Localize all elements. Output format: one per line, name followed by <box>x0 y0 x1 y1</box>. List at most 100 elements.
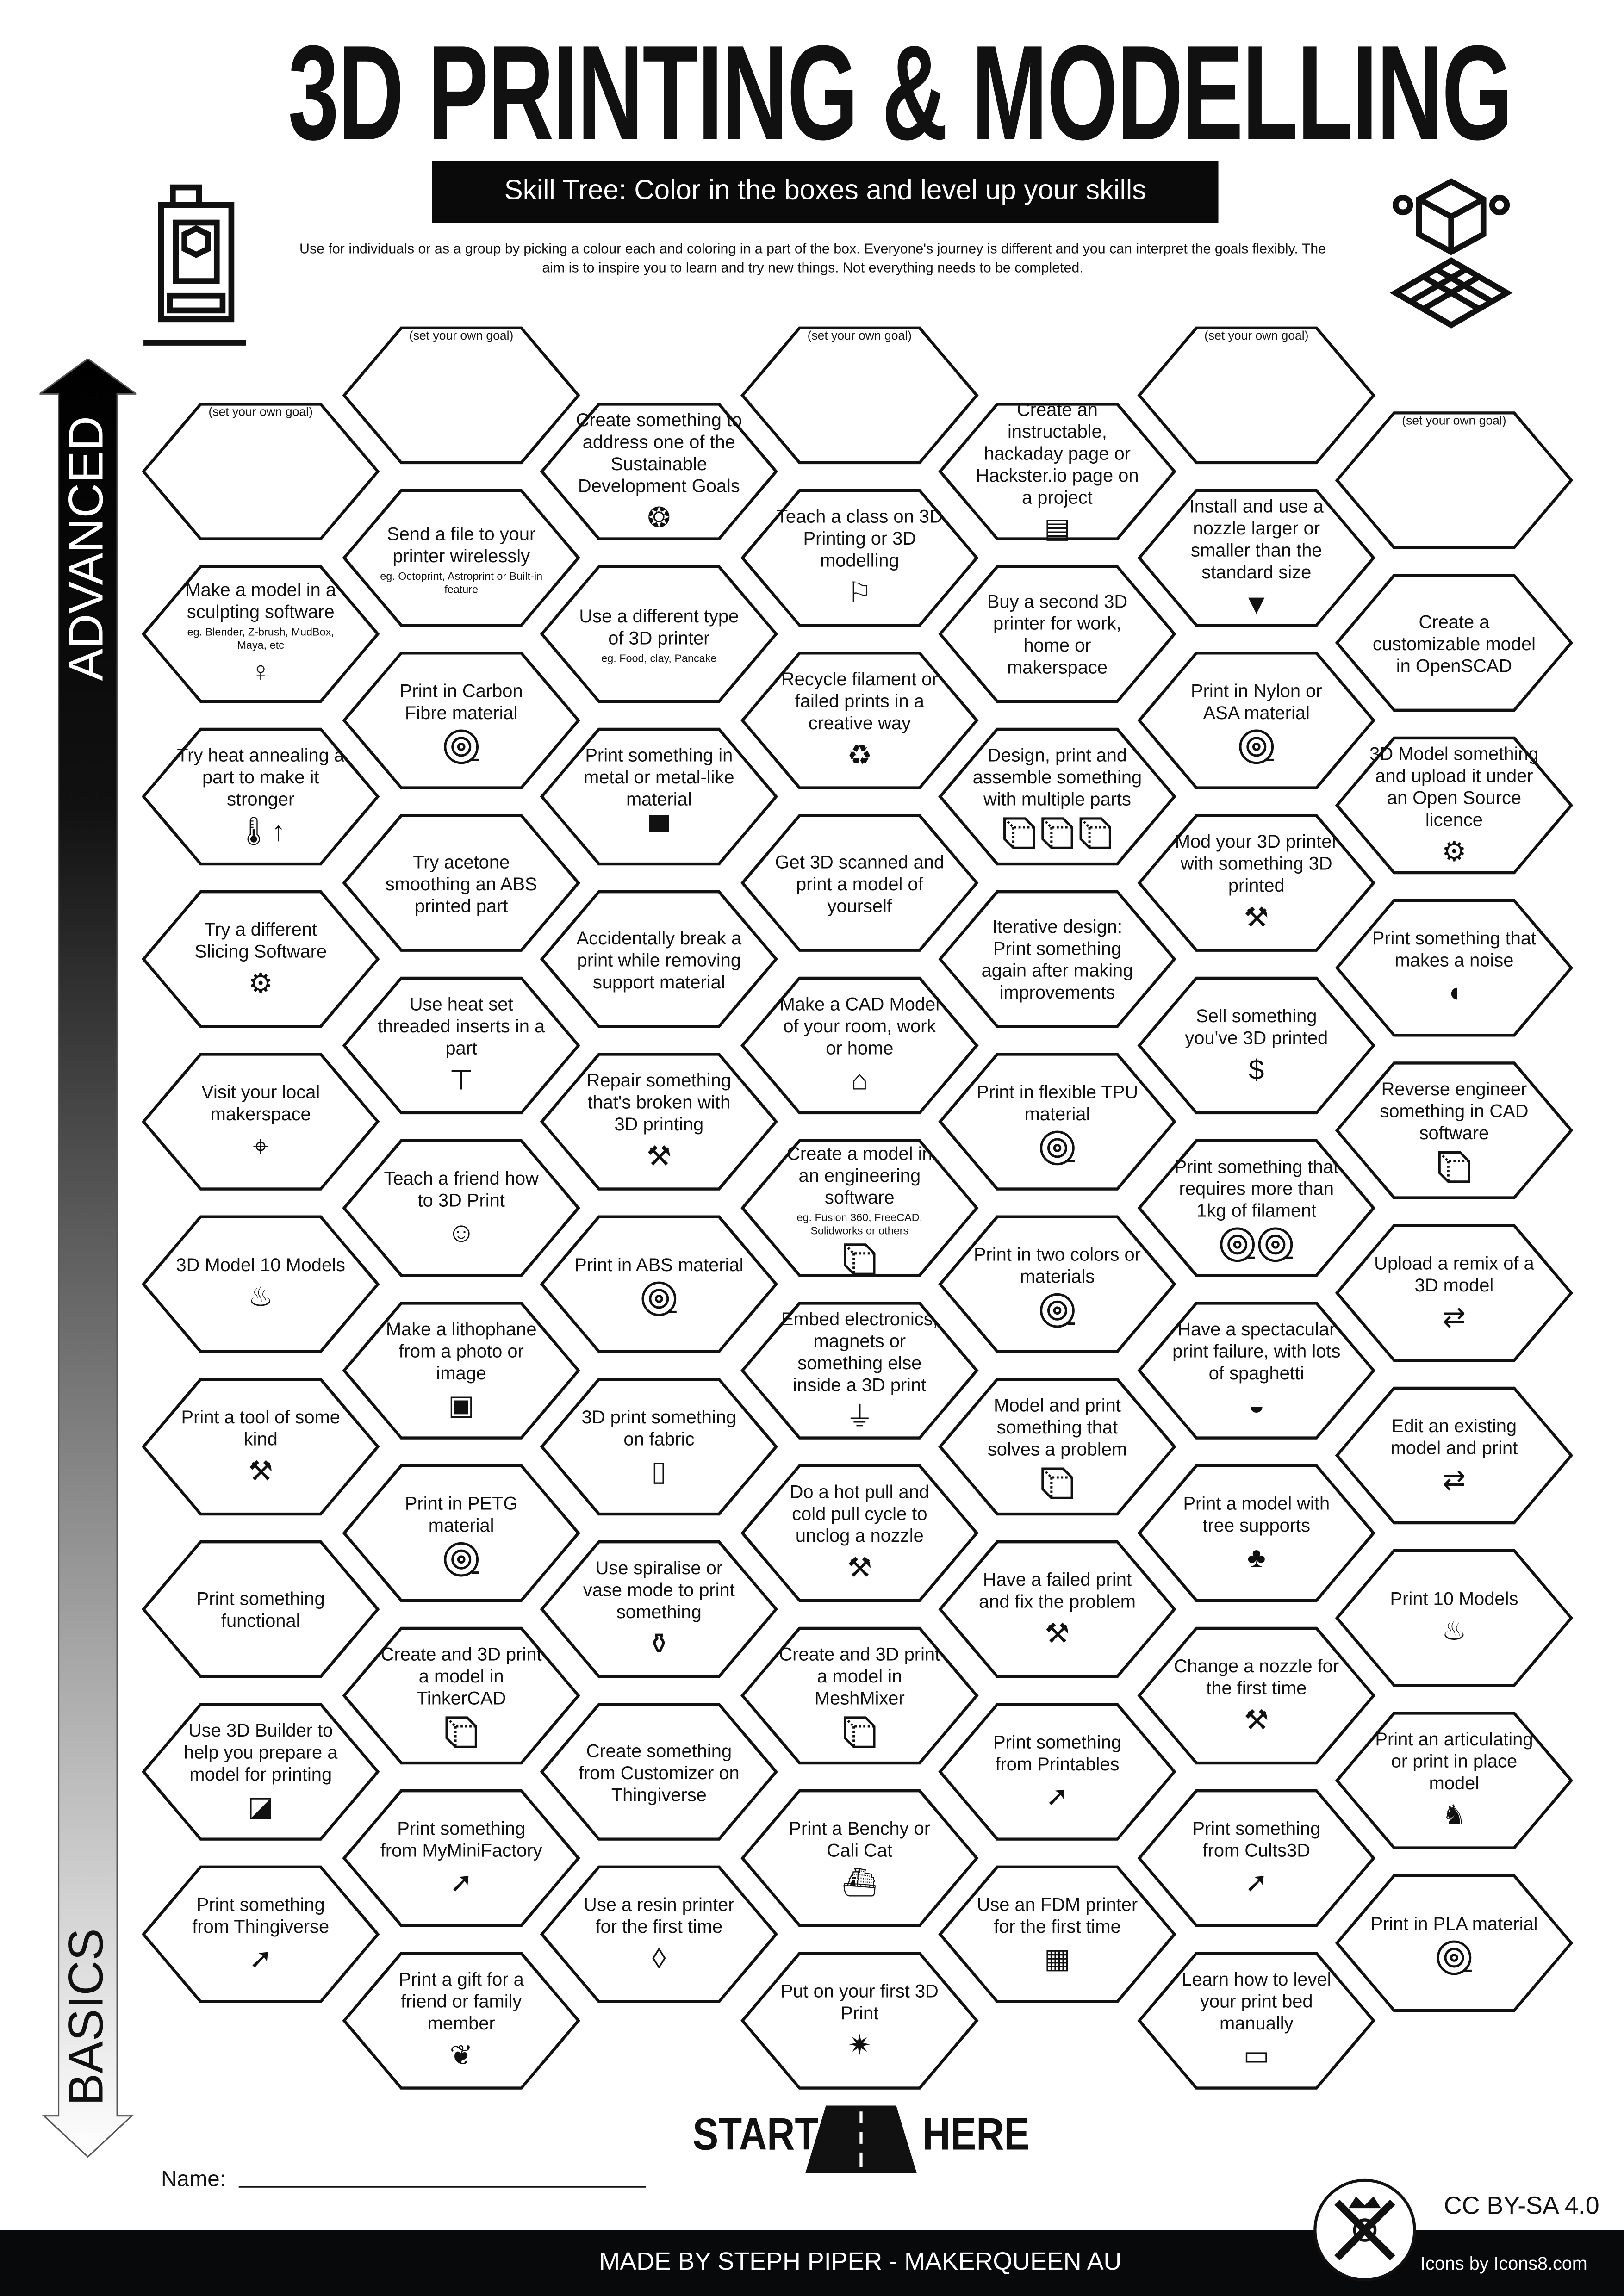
skill-hex[interactable]: Print in PETG material <box>341 1463 581 1603</box>
vase-icon: ⚱ <box>647 1630 671 1661</box>
skill-hex[interactable]: Reverse engineer something in CAD softwa… <box>1334 1060 1574 1201</box>
skill-hex[interactable]: Make a model in a sculpting software eg. … <box>141 564 381 704</box>
skill-hex[interactable]: Get 3D scanned and print a model of your… <box>740 813 980 953</box>
hex-outline <box>540 1215 778 1353</box>
skill-hex[interactable]: Iterative design: Print something again … <box>937 889 1177 1030</box>
skill-hex[interactable]: Design, print and assemble something wit… <box>937 726 1177 867</box>
skill-hex[interactable]: Use a resin printer for the first time ◊ <box>539 1864 779 2004</box>
hex-content: Print in two colors or materials <box>972 1222 1142 1348</box>
skill-hex[interactable]: Put on your first 3D Print ✷ <box>740 1950 980 2091</box>
skill-hex[interactable]: 3D Model something and upload it under a… <box>1334 735 1574 876</box>
skill-hex[interactable]: Print in flexible TPU material <box>937 1051 1177 1192</box>
hex-outline <box>1137 1464 1376 1602</box>
skill-hex[interactable]: Do a hot pull and cold pull cycle to unc… <box>740 1463 980 1603</box>
skill-hex[interactable]: Create an instructable, hackaday page or… <box>937 400 1177 545</box>
name-field-line[interactable] <box>238 2186 646 2188</box>
custom-goal-hex[interactable]: (set your own goal) <box>141 401 381 542</box>
skill-hex[interactable]: 3D print something on fabric ▯ <box>539 1377 779 1517</box>
skill-hex[interactable]: Print in Nylon or ASA material <box>1136 650 1376 791</box>
skill-hex[interactable]: Print in ABS material <box>539 1214 779 1354</box>
skill-hex[interactable]: Sell something you've 3D printed $ <box>1136 975 1376 1116</box>
skill-hex[interactable]: Make a lithophane from a photo or image ▣ <box>341 1300 581 1441</box>
tools-icon: ⚒ <box>1045 1619 1070 1650</box>
skill-hex[interactable]: Print 10 Models ♨ <box>1334 1548 1574 1688</box>
skill-hex[interactable]: Use 3D Builder to help you prepare a mod… <box>141 1701 381 1842</box>
skill-hex[interactable]: Model and print something that solves a … <box>937 1377 1177 1517</box>
skill-hex[interactable]: Have a spectacular print failure, with l… <box>1136 1300 1376 1441</box>
skill-hex[interactable]: Print a gift for a friend or family memb… <box>341 1950 581 2091</box>
hex-outline <box>141 1378 380 1516</box>
skill-title: Send a file to your printer wirelessly <box>387 523 536 566</box>
custom-goal-hex[interactable]: (set your own goal) <box>1334 410 1574 551</box>
hex-content: Teach a friend how to 3D Print ☺ <box>376 1147 546 1272</box>
skill-hex[interactable]: 3D Model 10 Models ♨ <box>141 1214 381 1354</box>
cursor-click-icon: ➚ <box>449 1868 473 1899</box>
skill-hex[interactable]: Use a different type of 3D printer eg. Fo… <box>539 564 779 704</box>
hex-content: Make a CAD Model of your room, work or h… <box>775 984 945 1110</box>
hex-content: Print something from Cults3D ➚ <box>1171 1797 1341 1923</box>
filament-spool-icon <box>442 1541 480 1576</box>
hex-outline <box>740 489 979 627</box>
skill-hex[interactable]: Try acetone smoothing an ABS printed par… <box>341 813 581 953</box>
skill-hex[interactable]: Create something from Customizer on Thin… <box>539 1701 779 1842</box>
dragon-icon: ♞ <box>1441 1801 1467 1832</box>
skill-hex[interactable]: Print an articulating or print in place … <box>1334 1710 1574 1851</box>
skill-hex[interactable]: Print something from Cults3D ➚ <box>1136 1788 1376 1929</box>
custom-goal-hex[interactable]: (set your own goal) <box>1136 325 1376 466</box>
skill-hex[interactable]: Print something from Thingiverse ➚ <box>141 1864 381 2004</box>
skill-hex[interactable]: Create something to address one of the S… <box>539 401 779 542</box>
hex-outline <box>938 1378 1176 1516</box>
skill-hex[interactable]: Change a nozzle for the first time ⚒ <box>1136 1626 1376 1766</box>
skill-hex[interactable]: Upload a remix of a 3D model ⇄ <box>1334 1222 1574 1363</box>
skill-hex[interactable]: Use spiralise or vase mode to print some… <box>539 1539 779 1680</box>
skill-hex[interactable]: Repair something that's broken with 3D p… <box>539 1051 779 1192</box>
skill-hex[interactable]: Create and 3D print a model in TinkerCAD <box>341 1626 581 1766</box>
skill-hex[interactable]: Print something in metal or metal-like m… <box>539 726 779 867</box>
skill-hex[interactable]: Print something from MyMiniFactory ➚ <box>341 1788 581 1929</box>
skill-hex[interactable]: Create and 3D print a model in MeshMixer <box>740 1626 980 1766</box>
skill-hex[interactable]: Teach a class on 3D Printing or 3D model… <box>740 488 980 628</box>
skill-hex[interactable]: Print a tool of some kind ⚒ <box>141 1377 381 1517</box>
skill-hex[interactable]: Try a different Slicing Software ⚙ <box>141 889 381 1030</box>
skill-hex[interactable]: Embed electronics, magnets or something … <box>740 1300 980 1441</box>
skill-hex[interactable]: Print in Carbon Fibre material <box>341 650 581 791</box>
custom-goal-hex[interactable]: (set your own goal) <box>740 325 980 466</box>
skill-hex[interactable]: Install and use a nozzle larger or small… <box>1136 488 1376 628</box>
skill-hex[interactable]: Use heat set threaded inserts in a part ⊤ <box>341 975 581 1116</box>
skill-hex[interactable]: Create a customizable model in OpenSCAD <box>1334 572 1574 713</box>
cursor-click-icon: ➚ <box>1244 1868 1268 1899</box>
skill-hex[interactable]: Try heat annealing a part to make it str… <box>141 726 381 867</box>
skill-hex[interactable]: Recycle filament or failed prints in a c… <box>740 650 980 791</box>
skill-hex[interactable]: Learn how to level your print bed manual… <box>1136 1950 1376 2091</box>
page-title: 3D PRINTING & MODELLING <box>0 20 1624 167</box>
hex-outline <box>1137 652 1376 789</box>
hex-outline <box>740 814 979 952</box>
skill-hex[interactable]: Use an FDM printer for the first time ▦ <box>937 1864 1177 2004</box>
tools-icon: ⚒ <box>847 1553 872 1584</box>
skill-hex[interactable]: Create a model in an engineering softwar… <box>740 1138 980 1278</box>
skill-hex[interactable]: Have a failed print and fix the problem ⚒ <box>937 1539 1177 1680</box>
skill-hex[interactable]: Print a Benchy or Cali Cat ⛴ <box>740 1788 980 1929</box>
skill-title: Use a different type of 3D printer <box>579 606 739 649</box>
skill-hex[interactable]: Buy a second 3D printer for work, home o… <box>937 564 1177 704</box>
cube-icon <box>1038 1466 1076 1501</box>
fabric-icon: ▯ <box>651 1456 667 1487</box>
skill-hex[interactable]: Print something that makes a noise ◖ <box>1334 898 1574 1038</box>
custom-goal-hex[interactable]: (set your own goal) <box>341 325 581 466</box>
skill-hex[interactable]: Edit an existing model and print ⇄ <box>1334 1385 1574 1526</box>
skill-hex[interactable]: Print something functional <box>141 1539 381 1680</box>
cake-icon: ♨ <box>1441 1616 1467 1648</box>
skill-hex[interactable]: Visit your local makerspace ⌖ <box>141 1051 381 1192</box>
skill-hex[interactable]: Print in PLA material <box>1334 1873 1574 2013</box>
skill-hex[interactable]: Mod your 3D printer with something 3D pr… <box>1136 813 1376 953</box>
hex-outline <box>1335 1874 1574 2012</box>
skill-hex[interactable]: Print something from Printables ➚ <box>937 1701 1177 1842</box>
skill-hex[interactable]: Accidentally break a print while removin… <box>539 889 779 1030</box>
skill-hex[interactable]: Print a model with tree supports ♣ <box>1136 1463 1376 1603</box>
skill-hex[interactable]: Print something that requires more than … <box>1136 1138 1376 1278</box>
skill-hex[interactable]: Teach a friend how to 3D Print ☺ <box>341 1138 581 1278</box>
hex-outline <box>1335 736 1574 875</box>
skill-hex[interactable]: Send a file to your printer wirelessly eg… <box>341 488 581 628</box>
skill-hex[interactable]: Print in two colors or materials <box>937 1214 1177 1354</box>
skill-hex[interactable]: Make a CAD Model of your room, work or h… <box>740 975 980 1116</box>
